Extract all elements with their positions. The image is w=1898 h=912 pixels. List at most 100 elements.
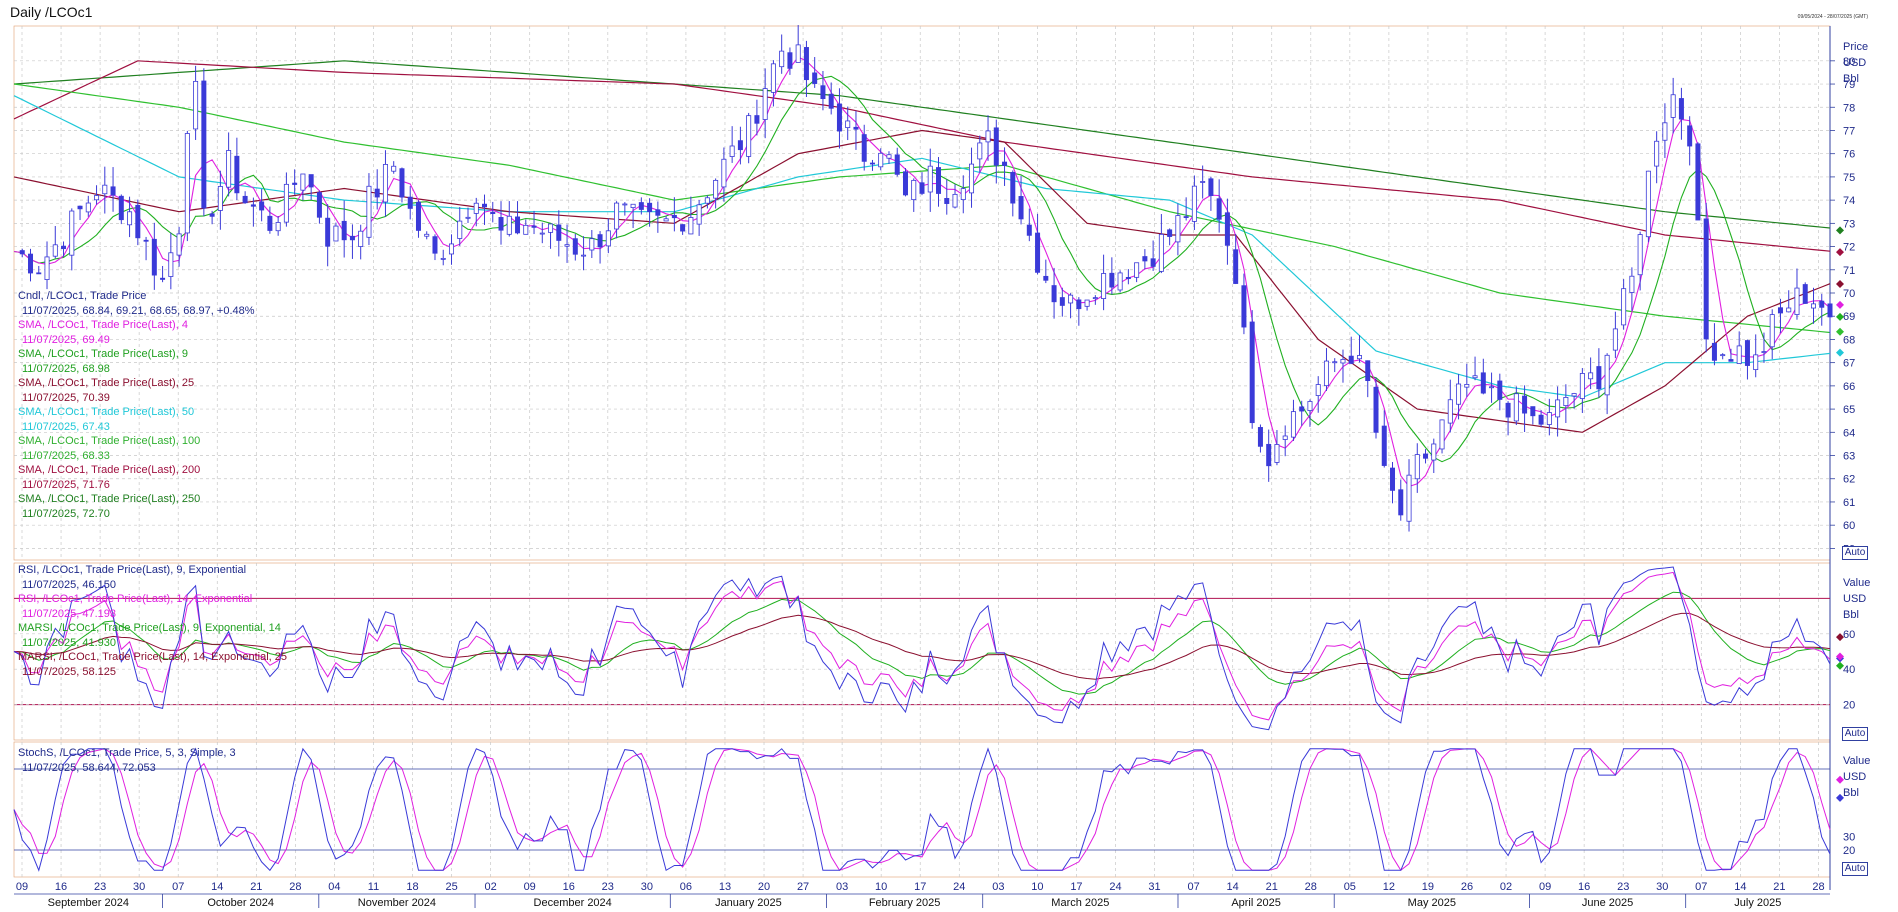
stoch-axis-label: Value [1843, 755, 1870, 767]
candle-body [1076, 299, 1082, 310]
candle-body [1637, 234, 1643, 276]
candle-body [1084, 299, 1090, 307]
candle-body [1670, 94, 1676, 118]
candle-body [374, 188, 380, 198]
candle-body [1744, 340, 1750, 366]
rsi-auto-button[interactable]: Auto [1842, 727, 1868, 741]
x-day-tick: 16 [55, 881, 67, 893]
price-y-tick: 63 [1843, 451, 1855, 463]
price-y-tick: 69 [1843, 311, 1855, 323]
price-y-tick: 72 [1843, 242, 1855, 254]
legend-entry: 11/07/2025, 72.70 [22, 507, 110, 520]
candle-body [704, 197, 710, 204]
rsi-axis-label: Value [1843, 577, 1870, 589]
rsi9-line [13, 566, 1831, 731]
candle-body [1406, 474, 1412, 522]
price-y-tick: 64 [1843, 427, 1855, 439]
candle-body [1588, 372, 1594, 380]
legend-entry: 11/07/2025, 69.49 [22, 333, 110, 346]
candle-body [869, 162, 875, 165]
price-y-tick: 73 [1843, 218, 1855, 230]
x-month-label: February 2025 [869, 897, 941, 909]
price-axis-label: USD [1843, 57, 1866, 69]
candle-body [1596, 366, 1602, 390]
price-auto-button[interactable]: Auto [1842, 546, 1868, 560]
candle-body [515, 216, 521, 234]
candle-body [638, 202, 644, 210]
candle-body [1167, 229, 1173, 237]
legend-entry: SMA, /LCOc1, Trade Price(Last), 9 [18, 348, 188, 360]
stoch-d-line [13, 748, 1831, 872]
candle-body [1654, 140, 1660, 167]
price-y-tick: 61 [1843, 497, 1855, 509]
candle-body [572, 238, 578, 255]
marsi9-line [13, 591, 1831, 695]
stoch-last-marker [1836, 775, 1844, 784]
candle-body [836, 103, 842, 132]
candle-body [300, 173, 306, 191]
candle-body [688, 217, 694, 235]
candle-body [622, 203, 628, 206]
candle-body [1423, 453, 1429, 459]
candle-body [911, 179, 917, 201]
x-day-tick: 17 [914, 881, 926, 893]
rsi-last-marker [1836, 633, 1844, 642]
candle-body [424, 233, 430, 237]
candle-body [292, 182, 298, 185]
candle-body [275, 222, 281, 232]
candle-body [143, 239, 149, 242]
candle-body [1266, 443, 1272, 467]
candle-body [1414, 454, 1420, 480]
candle-body [1703, 218, 1709, 340]
candle-body [548, 223, 554, 233]
candle-body [1191, 185, 1197, 222]
candle-body [1315, 384, 1321, 396]
candle-body [1769, 314, 1775, 348]
candle-body [1736, 345, 1742, 364]
candle-body [680, 224, 686, 232]
legend-entry: StochS, /LCOc1, Trade Price, 5, 3, Simpl… [18, 747, 236, 759]
candle-body [1645, 170, 1651, 238]
x-day-tick: 23 [1617, 881, 1629, 893]
x-month-label: October 2024 [207, 897, 274, 909]
candle-body [1026, 224, 1032, 236]
rsi-axis-label: USD [1843, 593, 1866, 605]
candle-body [391, 165, 397, 172]
x-day-tick: 30 [1656, 881, 1668, 893]
stoch-axis-label: USD [1843, 771, 1866, 783]
candle-body [448, 243, 454, 255]
candle-body [1711, 342, 1717, 361]
x-day-tick: 25 [445, 881, 457, 893]
candle-body [1802, 284, 1808, 304]
rsi-y-tick: 40 [1843, 664, 1855, 676]
price-y-tick: 70 [1843, 288, 1855, 300]
x-month-label: November 2024 [358, 897, 436, 909]
candle-body [432, 236, 438, 254]
x-day-tick: 02 [1500, 881, 1512, 893]
candle-body [812, 72, 818, 84]
candle-body [349, 235, 355, 241]
candle-body [341, 220, 347, 241]
last-value-marker [1836, 348, 1844, 357]
x-day-tick: 09 [16, 881, 28, 893]
price-y-tick: 71 [1843, 265, 1855, 277]
stoch-auto-button[interactable]: Auto [1842, 862, 1868, 876]
candle-body [415, 201, 421, 231]
price-y-tick: 78 [1843, 102, 1855, 114]
legend-entry: MARSI, /LCOc1, Trade Price(Last), 14, Ex… [18, 651, 288, 663]
x-month-label: March 2025 [1051, 897, 1109, 909]
candle-body [787, 52, 793, 69]
x-month-label: September 2024 [48, 897, 129, 909]
candle-body [647, 202, 653, 213]
candle-body [977, 142, 983, 160]
candle-body [1051, 285, 1057, 303]
candle-body [69, 210, 75, 256]
candle-body [1183, 216, 1189, 218]
date-range: 09/05/2024 - 28/07/2025 (GMT) [1797, 14, 1868, 20]
x-day-tick: 24 [953, 881, 965, 893]
candle-body [663, 218, 669, 222]
candle-body [1464, 384, 1470, 388]
candle-body [993, 127, 999, 166]
marsi14-line [13, 612, 1831, 680]
